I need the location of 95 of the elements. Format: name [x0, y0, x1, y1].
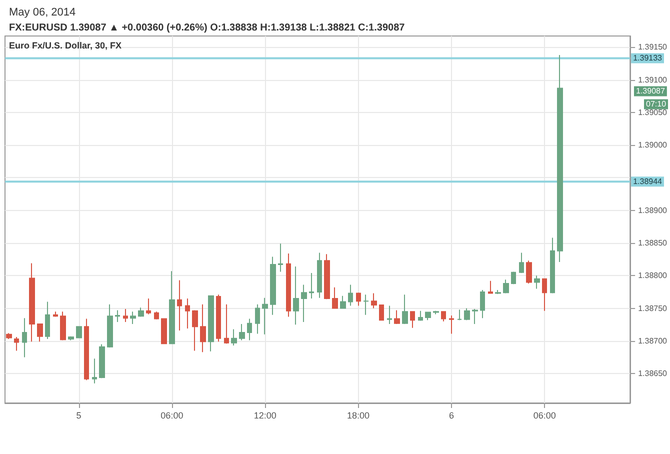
x-tick-label: 12:00	[254, 410, 276, 420]
y-tick-label: 1.38650	[638, 369, 668, 378]
candlestick	[138, 307, 144, 318]
chart-title: May 06, 2014	[9, 6, 76, 18]
candlestick	[317, 252, 322, 298]
candlestick	[526, 260, 532, 284]
candlestick	[115, 310, 120, 323]
candlestick	[239, 323, 245, 341]
candlestick	[177, 280, 182, 332]
candlestick	[22, 318, 27, 358]
candlestick	[169, 270, 175, 344]
candlestick	[208, 295, 214, 352]
candlestick	[185, 298, 190, 330]
candlestick	[534, 275, 540, 290]
candlestick	[247, 318, 252, 341]
ref-line-label: 1.38944	[633, 177, 663, 186]
candlestick	[503, 279, 509, 294]
candlestick	[192, 310, 198, 352]
annotation: Euro Fx/U.S. Dollar, 30, FX	[9, 40, 122, 50]
candlestick	[146, 298, 151, 315]
candlestick	[348, 284, 353, 306]
y-tick-label: 1.38750	[638, 304, 668, 313]
chart-subtitle: FX:EURUSD 1.39087 ▲ +0.00360 (+0.26%) O:1.38838 H:1.39138 L:1.38821 C:1.39087	[9, 22, 406, 34]
y-tick-label: 1.38900	[638, 206, 668, 215]
candlestick	[14, 336, 19, 352]
ref-line-label: 1.39133	[633, 54, 663, 63]
x-tick-label: 18:00	[347, 410, 370, 420]
candlestick	[45, 301, 50, 340]
candlestick	[76, 326, 82, 338]
candlestick	[324, 254, 330, 300]
candlestick	[301, 284, 307, 323]
candlestick	[379, 304, 384, 321]
text: 07:10	[646, 100, 667, 109]
candlestick	[363, 294, 369, 316]
y-tick-label: 1.38850	[638, 238, 668, 248]
candlestick	[130, 311, 136, 324]
candlestick	[433, 310, 439, 315]
candlestick	[53, 311, 58, 318]
candlestick	[488, 280, 493, 294]
text: 1.39087	[636, 86, 666, 96]
candlestick	[418, 310, 423, 322]
candlestick	[99, 344, 105, 379]
candlestick	[425, 312, 431, 321]
candlestick	[270, 256, 276, 316]
candlestick	[6, 332, 12, 340]
candlestick	[464, 308, 470, 321]
candlestick	[224, 304, 229, 344]
candlestick	[154, 311, 159, 320]
candlestick	[92, 358, 97, 384]
candlestick	[519, 252, 524, 274]
x-tick-label: 06:00	[160, 410, 184, 420]
candlestick	[441, 311, 446, 322]
candlestick	[123, 308, 128, 323]
candlestick	[511, 271, 516, 285]
candlestick	[449, 314, 454, 334]
candlestick	[68, 336, 74, 341]
candlestick	[200, 304, 206, 353]
x-tick-label: 06:00	[533, 410, 556, 420]
candlestick	[84, 318, 89, 381]
candlestick	[278, 243, 283, 272]
y-tick-label: 1.38800	[638, 271, 668, 280]
candlestick	[262, 297, 268, 335]
candlestick	[495, 290, 501, 294]
x-tick-label: 6	[448, 410, 454, 420]
candlestick	[37, 323, 43, 342]
candlestick	[231, 328, 237, 346]
candlestick	[557, 54, 563, 262]
candlestick	[356, 292, 361, 306]
y-tick-label: 1.39100	[638, 75, 668, 84]
candlestick	[550, 237, 555, 294]
candlestick	[394, 310, 400, 324]
x-tick-label: 5	[76, 410, 82, 420]
candlestick	[255, 304, 260, 334]
candlestick	[332, 286, 338, 309]
y-tick-label: 1.39050	[638, 108, 668, 117]
candlestick	[410, 311, 415, 328]
candlestick	[293, 266, 299, 326]
candlestick	[286, 252, 291, 318]
candlestick	[472, 308, 478, 324]
candlestick	[480, 290, 485, 319]
candlestick	[457, 309, 462, 321]
candlestick	[29, 262, 35, 342]
candlestick	[387, 305, 392, 324]
y-tick-label: 1.39000	[638, 140, 668, 150]
candlestick	[542, 278, 547, 312]
candlestick	[161, 318, 167, 344]
candlestick	[60, 311, 66, 341]
candlestick	[216, 294, 221, 342]
candlestick	[402, 294, 408, 324]
y-tick-label: 1.39150	[638, 42, 668, 52]
candlestick	[309, 272, 314, 300]
candlestick	[340, 295, 346, 309]
candlestick	[107, 304, 113, 348]
y-tick-label: 1.38700	[638, 336, 668, 346]
candlestick	[371, 292, 377, 309]
